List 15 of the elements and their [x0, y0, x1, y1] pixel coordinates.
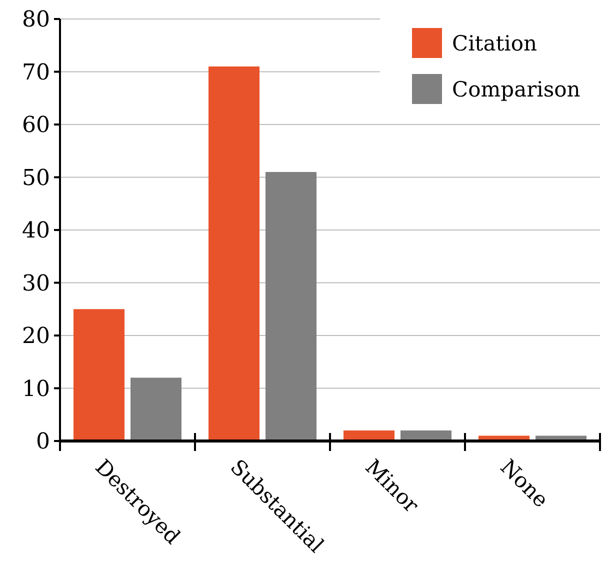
y-tick-label: 60: [22, 113, 50, 138]
y-tick-label: 0: [36, 430, 50, 455]
bar: [130, 378, 182, 441]
y-tick-label: 30: [22, 271, 50, 296]
y-tick-label: 50: [22, 166, 50, 191]
y-tick-label: 80: [22, 8, 50, 33]
legend-label: Comparison: [452, 77, 580, 102]
y-tick-label: 20: [22, 324, 50, 350]
y-tick-label: 70: [22, 60, 50, 86]
y-tick-label: 10: [22, 376, 50, 402]
y-tick-label: 40: [22, 218, 50, 244]
bar: [74, 309, 124, 441]
bar: [208, 66, 260, 441]
legend-label: Citation: [452, 31, 538, 56]
bar: [266, 172, 316, 441]
